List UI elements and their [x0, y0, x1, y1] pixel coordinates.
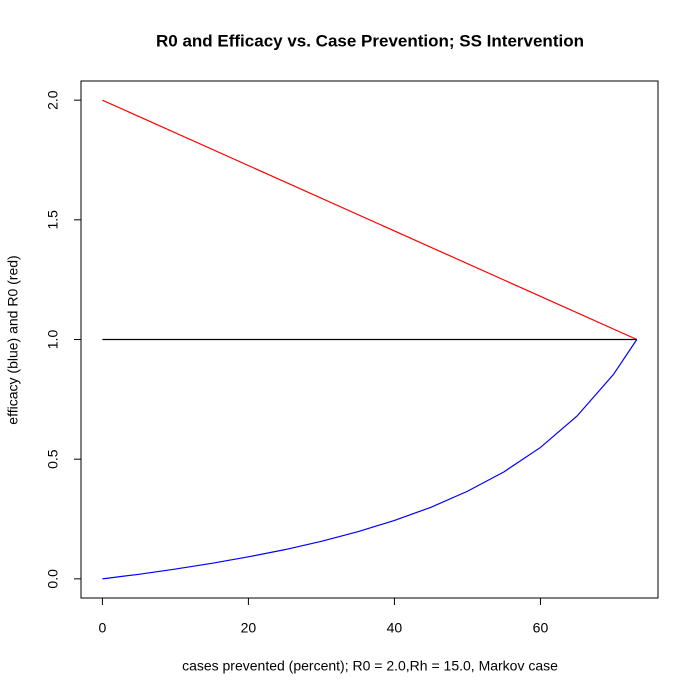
y-tick-label: 1.0 [45, 330, 61, 350]
y-tick-label: 1.5 [45, 210, 61, 230]
x-axis-label: cases prevented (percent); R0 = 2.0,Rh =… [182, 658, 558, 674]
y-tick-label: 0.0 [45, 569, 61, 589]
y-tick-label: 0.5 [45, 449, 61, 469]
x-tick-label: 0 [98, 620, 106, 636]
y-tick-label: 2.0 [45, 90, 61, 110]
series-line [102, 339, 638, 580]
x-tick-label: 40 [387, 620, 403, 636]
x-tick-label: 60 [533, 620, 549, 636]
y-axis-label: efficacy (blue) and R0 (red) [5, 255, 21, 424]
chart-title: R0 and Efficacy vs. Case Prevention; SS … [156, 31, 584, 50]
x-tick-label: 20 [241, 620, 257, 636]
series-line [102, 99, 638, 341]
